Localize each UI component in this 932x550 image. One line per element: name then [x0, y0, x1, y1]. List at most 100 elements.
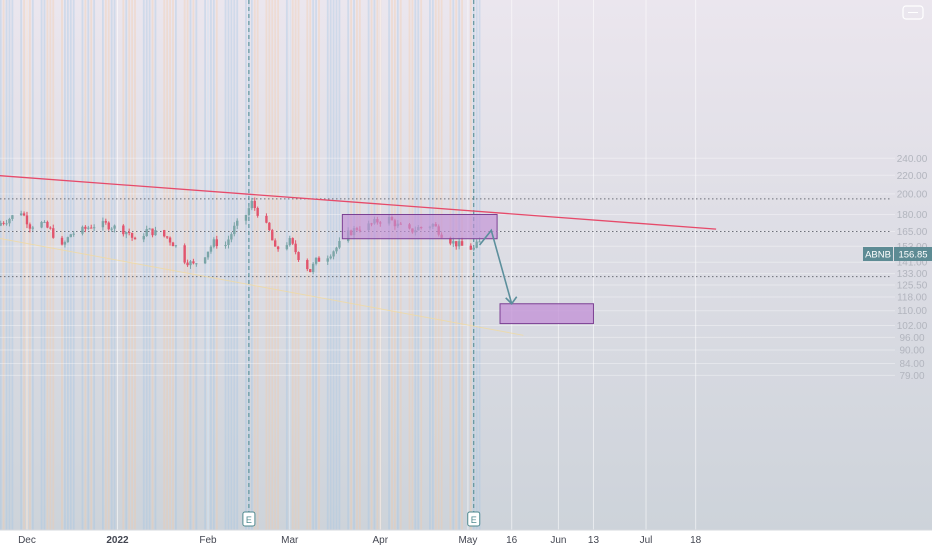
- candle-body: [60, 237, 64, 245]
- candle-body: [332, 251, 335, 257]
- candle-body: [449, 237, 452, 244]
- volume-bar: [102, 0, 104, 530]
- candle-body: [133, 237, 137, 240]
- volume-bar: [148, 0, 151, 530]
- candle-body: [168, 237, 172, 243]
- candle-body: [311, 263, 315, 273]
- earnings-label: E: [246, 515, 252, 525]
- volume-bar: [274, 0, 277, 530]
- volume-bar: [69, 0, 72, 530]
- volume-bar: [429, 0, 431, 530]
- candle-body: [66, 237, 70, 243]
- volume-bar: [388, 0, 390, 530]
- volume-bar: [104, 0, 107, 530]
- candle-body: [2, 222, 5, 224]
- candle-body: [236, 220, 239, 226]
- volume-bar: [93, 0, 96, 530]
- volume-bar: [461, 0, 463, 530]
- volume-bar: [472, 0, 475, 530]
- candle-body: [244, 214, 248, 221]
- x-tick-label: 13: [588, 535, 600, 546]
- volume-bar: [326, 0, 329, 530]
- volume-bar: [87, 0, 90, 530]
- volume-bar: [452, 0, 455, 530]
- candle-body: [288, 238, 291, 246]
- volume-bar: [128, 0, 131, 530]
- x-tick-label: 2022: [106, 535, 129, 546]
- candle-body: [271, 230, 274, 241]
- volume-bar: [356, 0, 358, 530]
- fullscreen-icon[interactable]: [902, 5, 924, 20]
- volume-bar: [431, 0, 434, 530]
- volume-bar: [469, 0, 472, 530]
- candle-body: [63, 242, 67, 245]
- volume-bar: [183, 0, 186, 530]
- candle-body: [127, 231, 131, 234]
- x-tick-label: 18: [690, 535, 702, 546]
- volume-bar: [61, 0, 63, 530]
- candle-body: [22, 213, 26, 216]
- y-tick-label: 90.00: [899, 345, 924, 356]
- volume-bar: [370, 0, 373, 530]
- volume-bar: [90, 0, 93, 530]
- vertical-gridlines: [0, 0, 895, 530]
- y-tick-label: 180.00: [897, 210, 928, 221]
- candle-body: [101, 221, 105, 228]
- volume-bar: [110, 0, 113, 530]
- volume-bar: [233, 0, 236, 530]
- drawings[interactable]: [0, 175, 717, 336]
- candle-body: [189, 261, 192, 266]
- volume-bar: [478, 0, 481, 530]
- candle-body: [49, 227, 52, 229]
- volume-bar: [224, 0, 227, 530]
- volume-bar: [72, 0, 75, 530]
- candle-body: [256, 208, 259, 216]
- candle-body: [285, 245, 289, 250]
- volume-bar: [64, 0, 66, 530]
- volume-bar: [434, 0, 437, 530]
- candle-body: [291, 238, 294, 244]
- volume-bar: [449, 0, 452, 530]
- candle-body: [0, 222, 2, 226]
- candle-body: [230, 234, 233, 240]
- candle-body: [107, 222, 110, 230]
- volume-bar: [367, 0, 370, 530]
- volume-bar: [227, 0, 230, 530]
- volume-bar: [230, 0, 233, 530]
- candle-body: [148, 228, 151, 230]
- earnings-badge: [242, 511, 256, 527]
- volume-bar: [309, 0, 312, 530]
- volume-bar: [84, 0, 87, 530]
- candle-body: [338, 241, 341, 248]
- price-tag-bg: [894, 247, 932, 261]
- volume-bar: [268, 0, 271, 530]
- volume-bar: [20, 0, 23, 530]
- volume-bar: [458, 0, 461, 530]
- candle-body: [253, 200, 256, 209]
- candle-body: [478, 241, 481, 243]
- candle-body: [233, 225, 236, 235]
- volume-bar: [215, 0, 218, 530]
- volume-bar: [66, 0, 69, 530]
- volume-bar: [318, 0, 320, 530]
- volume-bar: [8, 0, 11, 530]
- volume-bar: [134, 0, 136, 530]
- volume-bar: [172, 0, 174, 530]
- y-tick-label: 125.50: [897, 280, 928, 291]
- y-tick-label: 102.00: [897, 321, 928, 332]
- y-axis: 240.00220.00200.00180.00165.00153.00141.…: [897, 154, 928, 382]
- candle-body: [215, 239, 218, 247]
- last-price-label: 156.85: [898, 250, 927, 261]
- volume-bar: [166, 0, 169, 530]
- volume-bar: [2, 0, 5, 530]
- volume-stripes: [0, 0, 481, 530]
- ticker-tag-bg: [863, 247, 893, 261]
- volume-bar: [411, 0, 414, 530]
- candle-body: [43, 221, 46, 223]
- x-tick-label: May: [458, 535, 477, 546]
- volume-bar: [396, 0, 399, 530]
- x-tick-label: Jul: [640, 535, 653, 546]
- candle-body: [151, 228, 154, 236]
